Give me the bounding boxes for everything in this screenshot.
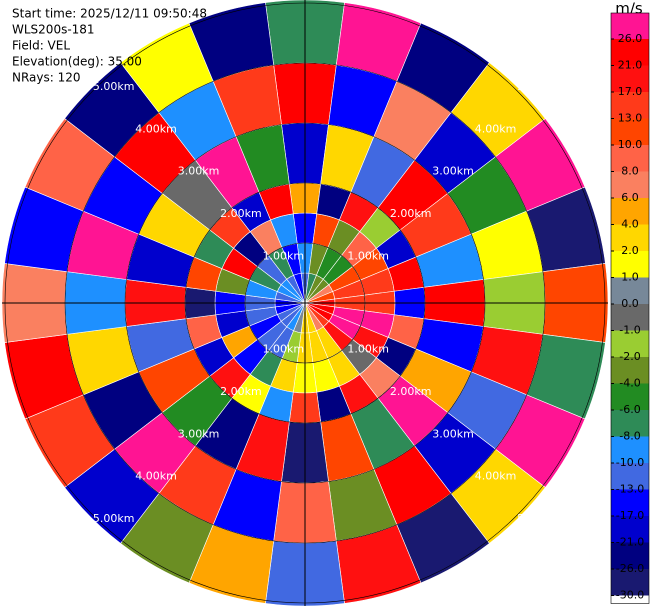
range-label: 3.00km xyxy=(432,165,474,178)
info-line: Field: VEL xyxy=(12,39,70,53)
colorbar-tick-label: 1.0 xyxy=(621,271,639,284)
range-label: 5.00km xyxy=(93,80,135,93)
range-ring xyxy=(4,2,606,604)
colorbar-tick-label: -1.0 xyxy=(619,324,640,337)
colorbar-tick-label: -10.0 xyxy=(616,456,644,469)
range-ring xyxy=(244,242,366,364)
colorbar-box xyxy=(611,198,649,225)
range-label: 5.00km xyxy=(93,512,135,525)
colorbar-box xyxy=(611,489,649,516)
colorbar-box xyxy=(611,383,649,410)
overlay: 1.00km 1.00km 1.00km 1.00km 2.00km 2.00km 2.00… xyxy=(2,0,608,606)
colorbar-box xyxy=(611,92,649,119)
colorbar-tick-label: 26.0 xyxy=(618,32,643,45)
colorbar-box xyxy=(611,304,649,331)
range-label: 1.00km xyxy=(263,250,305,263)
info-line: Start time: 2025/12/11 09:50:48 xyxy=(12,7,207,21)
range-label: 2.00km xyxy=(390,207,432,220)
colorbar-tick-label: 6.0 xyxy=(621,191,639,204)
colorbar-box xyxy=(611,224,649,251)
range-label: 2.00km xyxy=(220,207,262,220)
colorbar-box xyxy=(611,516,649,543)
colorbar-tick-label: -26.0 xyxy=(616,562,644,575)
colorbar-tick-label: -13.0 xyxy=(616,483,644,496)
colorbar-tick-label: 13.0 xyxy=(618,112,643,125)
colorbar-tick-label: -6.0 xyxy=(619,403,640,416)
colorbar-tick-label: 2.0 xyxy=(621,244,639,257)
colorbar-box xyxy=(611,569,649,596)
colorbar-box xyxy=(611,277,649,304)
colorbar-tick-label: 21.0 xyxy=(618,59,643,72)
range-label: 3.00km xyxy=(432,427,474,440)
range-label: 2.00km xyxy=(220,385,262,398)
colorbar-box xyxy=(611,171,649,198)
ppi-cells xyxy=(1,0,609,607)
info-line: NRays: 120 xyxy=(12,71,81,85)
info-line: Elevation(deg): 35.00 xyxy=(12,55,142,69)
colorbar-tick-label: 10.0 xyxy=(618,138,643,151)
colorbar-tick-label: 0.0 xyxy=(621,297,639,310)
range-ring xyxy=(184,182,426,424)
range-label: 1.00km xyxy=(347,342,389,355)
colorbar-tick-label: -4.0 xyxy=(619,377,640,390)
range-label: 1.00km xyxy=(263,342,305,355)
colorbar-box xyxy=(611,330,649,357)
colorbar-tick-label: -17.0 xyxy=(616,509,644,522)
colorbar-tick-label: -2.0 xyxy=(619,350,640,363)
colorbar-tick-label: 17.0 xyxy=(618,85,643,98)
colorbar-box xyxy=(611,39,649,66)
range-label: 4.00km xyxy=(475,122,517,135)
range-label: 4.00km xyxy=(135,470,177,483)
colorbar-tick-label: -21.0 xyxy=(616,536,644,549)
colorbar-box xyxy=(611,13,649,39)
info-line: WLS200s-181 xyxy=(12,23,95,37)
range-label: 3.00km xyxy=(178,427,220,440)
range-label: 5.00km xyxy=(517,80,559,93)
colorbar-box xyxy=(611,65,649,92)
colorbar-tick-label: -30.0 xyxy=(616,589,644,602)
colorbar-box xyxy=(611,410,649,437)
colorbar-tick-label: 4.0 xyxy=(621,218,639,231)
range-label: 4.00km xyxy=(135,122,177,135)
range-label: 4.00km xyxy=(475,470,517,483)
range-label: 1.00km xyxy=(347,250,389,263)
range-label: 5.00km xyxy=(517,512,559,525)
range-ring xyxy=(64,62,546,544)
range-label: 2.00km xyxy=(390,385,432,398)
colorbar-box xyxy=(611,463,649,490)
range-label: 3.00km xyxy=(178,165,220,178)
colorbar-box xyxy=(611,118,649,145)
range-ring xyxy=(124,122,486,484)
colorbar-frame xyxy=(610,12,650,604)
colorbar-box xyxy=(611,357,649,384)
colorbar-box xyxy=(611,145,649,172)
colorbar-tick-label: 8.0 xyxy=(621,165,639,178)
colorbar-tick-label: -8.0 xyxy=(619,430,640,443)
colorbar-box xyxy=(611,542,649,569)
colorbar-box xyxy=(611,436,649,463)
colorbar-box xyxy=(611,251,649,278)
